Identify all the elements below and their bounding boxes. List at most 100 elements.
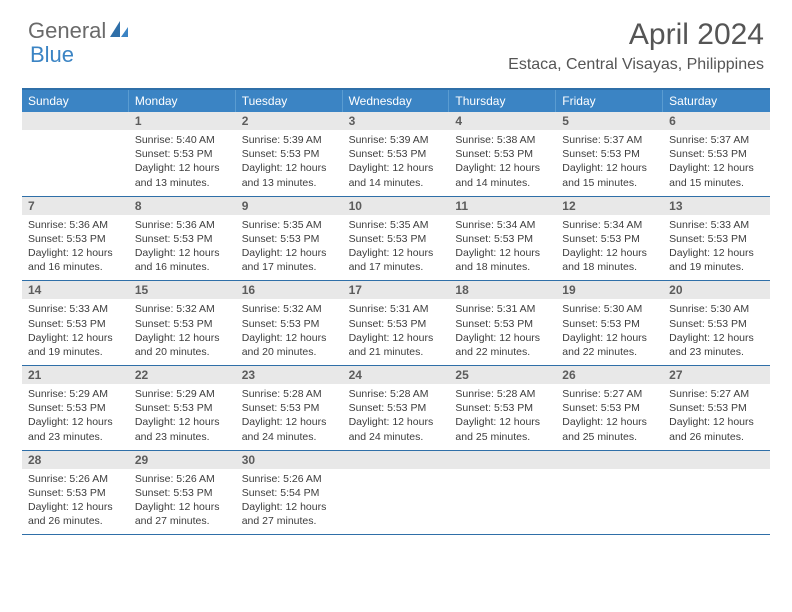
day-info-line: Sunset: 5:54 PM: [242, 486, 337, 500]
day-number: 4: [449, 112, 556, 130]
day-info-line: and 21 minutes.: [349, 345, 444, 359]
day-info-line: Daylight: 12 hours: [28, 500, 123, 514]
day-info-line: Daylight: 12 hours: [669, 415, 764, 429]
day-number: 27: [663, 366, 770, 384]
day-info-line: and 27 minutes.: [135, 514, 230, 528]
day-cell: [663, 469, 770, 535]
day-cell: Sunrise: 5:30 AMSunset: 5:53 PMDaylight:…: [663, 299, 770, 365]
day-info-line: Sunset: 5:53 PM: [28, 317, 123, 331]
day-info-line: Daylight: 12 hours: [135, 161, 230, 175]
day-info-line: and 15 minutes.: [562, 176, 657, 190]
day-info-line: Sunrise: 5:29 AM: [28, 387, 123, 401]
day-info-line: and 25 minutes.: [455, 430, 550, 444]
day-info-line: Daylight: 12 hours: [562, 246, 657, 260]
day-info-line: Sunrise: 5:28 AM: [455, 387, 550, 401]
day-info-line: Daylight: 12 hours: [135, 331, 230, 345]
day-cell: [556, 469, 663, 535]
day-info-line: Sunset: 5:53 PM: [28, 486, 123, 500]
day-number: 3: [343, 112, 450, 130]
day-number: 23: [236, 366, 343, 384]
day-info-line: Sunset: 5:53 PM: [562, 401, 657, 415]
day-info-line: and 22 minutes.: [455, 345, 550, 359]
day-cell: Sunrise: 5:34 AMSunset: 5:53 PMDaylight:…: [449, 215, 556, 281]
day-info-line: Sunrise: 5:26 AM: [135, 472, 230, 486]
day-cell: Sunrise: 5:38 AMSunset: 5:53 PMDaylight:…: [449, 130, 556, 196]
day-info-line: Sunrise: 5:37 AM: [669, 133, 764, 147]
day-info-line: Sunset: 5:53 PM: [135, 486, 230, 500]
day-number: 17: [343, 281, 450, 299]
day-info-line: Sunrise: 5:40 AM: [135, 133, 230, 147]
day-number: [343, 451, 450, 469]
day-info-line: Sunrise: 5:28 AM: [349, 387, 444, 401]
day-info-line: Sunset: 5:53 PM: [455, 317, 550, 331]
day-info-line: Sunrise: 5:34 AM: [455, 218, 550, 232]
day-info-line: and 25 minutes.: [562, 430, 657, 444]
day-info-line: Sunset: 5:53 PM: [562, 317, 657, 331]
day-cell: Sunrise: 5:31 AMSunset: 5:53 PMDaylight:…: [343, 299, 450, 365]
week-row: 282930Sunrise: 5:26 AMSunset: 5:53 PMDay…: [22, 451, 770, 536]
month-title: April 2024: [508, 18, 764, 52]
weekday-header: Friday: [556, 90, 663, 112]
logo-text-blue: Blue: [30, 42, 74, 67]
day-info-line: and 16 minutes.: [28, 260, 123, 274]
day-cell: [449, 469, 556, 535]
day-info-line: and 16 minutes.: [135, 260, 230, 274]
day-info-line: and 26 minutes.: [669, 430, 764, 444]
day-info-line: Daylight: 12 hours: [349, 415, 444, 429]
day-number: 1: [129, 112, 236, 130]
day-info-line: Sunrise: 5:35 AM: [242, 218, 337, 232]
day-cell: Sunrise: 5:28 AMSunset: 5:53 PMDaylight:…: [449, 384, 556, 450]
day-number: 26: [556, 366, 663, 384]
day-info-line: Sunset: 5:53 PM: [455, 147, 550, 161]
week-row: 14151617181920Sunrise: 5:33 AMSunset: 5:…: [22, 281, 770, 366]
day-info-line: Sunrise: 5:31 AM: [349, 302, 444, 316]
day-info-line: Sunrise: 5:39 AM: [349, 133, 444, 147]
day-info-line: Sunset: 5:53 PM: [349, 232, 444, 246]
day-info-line: and 27 minutes.: [242, 514, 337, 528]
day-info-line: Daylight: 12 hours: [455, 161, 550, 175]
day-number: 7: [22, 197, 129, 215]
weekday-header-row: SundayMondayTuesdayWednesdayThursdayFrid…: [22, 90, 770, 112]
day-number: 9: [236, 197, 343, 215]
day-cell: Sunrise: 5:26 AMSunset: 5:54 PMDaylight:…: [236, 469, 343, 535]
day-number: 10: [343, 197, 450, 215]
day-info-line: and 23 minutes.: [28, 430, 123, 444]
day-info-line: Daylight: 12 hours: [349, 331, 444, 345]
day-cell: Sunrise: 5:28 AMSunset: 5:53 PMDaylight:…: [236, 384, 343, 450]
day-number: 29: [129, 451, 236, 469]
week-row: 21222324252627Sunrise: 5:29 AMSunset: 5:…: [22, 366, 770, 451]
day-info-line: Sunrise: 5:28 AM: [242, 387, 337, 401]
day-cell: Sunrise: 5:26 AMSunset: 5:53 PMDaylight:…: [129, 469, 236, 535]
day-cell: Sunrise: 5:26 AMSunset: 5:53 PMDaylight:…: [22, 469, 129, 535]
day-info-line: Daylight: 12 hours: [242, 246, 337, 260]
day-number: 13: [663, 197, 770, 215]
day-cell: [343, 469, 450, 535]
day-info-line: and 24 minutes.: [349, 430, 444, 444]
day-info-line: Sunrise: 5:36 AM: [28, 218, 123, 232]
day-number: 16: [236, 281, 343, 299]
logo: General: [28, 18, 112, 44]
location-subtitle: Estaca, Central Visayas, Philippines: [508, 56, 764, 74]
day-cell: Sunrise: 5:35 AMSunset: 5:53 PMDaylight:…: [236, 215, 343, 281]
day-info-line: Sunset: 5:53 PM: [135, 147, 230, 161]
day-info-line: Sunrise: 5:32 AM: [135, 302, 230, 316]
day-info-line: Daylight: 12 hours: [28, 246, 123, 260]
day-cell: Sunrise: 5:36 AMSunset: 5:53 PMDaylight:…: [22, 215, 129, 281]
day-info-line: Sunrise: 5:32 AM: [242, 302, 337, 316]
title-block: April 2024 Estaca, Central Visayas, Phil…: [508, 18, 764, 74]
day-number: 2: [236, 112, 343, 130]
day-number: 30: [236, 451, 343, 469]
day-number: [449, 451, 556, 469]
day-info-line: Sunset: 5:53 PM: [349, 401, 444, 415]
day-info-line: Sunrise: 5:26 AM: [242, 472, 337, 486]
day-info-line: Sunset: 5:53 PM: [135, 232, 230, 246]
day-number: 18: [449, 281, 556, 299]
day-info-line: Sunset: 5:53 PM: [242, 232, 337, 246]
day-cell: [22, 130, 129, 196]
day-number: 21: [22, 366, 129, 384]
day-info-line: and 19 minutes.: [669, 260, 764, 274]
day-cell: Sunrise: 5:37 AMSunset: 5:53 PMDaylight:…: [556, 130, 663, 196]
day-info-line: Daylight: 12 hours: [455, 415, 550, 429]
day-info-line: Sunset: 5:53 PM: [242, 317, 337, 331]
day-info-line: Sunrise: 5:27 AM: [562, 387, 657, 401]
